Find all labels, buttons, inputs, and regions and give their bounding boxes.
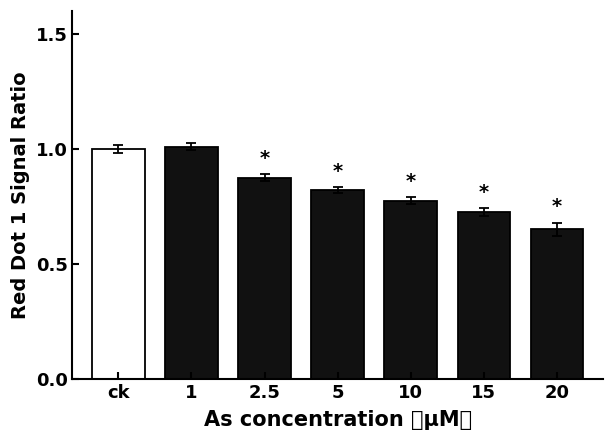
Bar [92,149,145,379]
Text: *: * [333,162,343,181]
Text: *: * [260,149,270,168]
Text: *: * [552,198,562,217]
Bar [384,201,437,379]
X-axis label: As concentration （μM）: As concentration （μM） [204,410,472,430]
Bar [311,191,364,379]
Y-axis label: Red Dot 1 Signal Ratio: Red Dot 1 Signal Ratio [11,71,30,319]
Bar [238,178,291,379]
Text: *: * [406,172,416,191]
Bar [165,147,218,379]
Bar [530,229,583,379]
Text: *: * [479,183,489,202]
Bar [457,212,510,379]
